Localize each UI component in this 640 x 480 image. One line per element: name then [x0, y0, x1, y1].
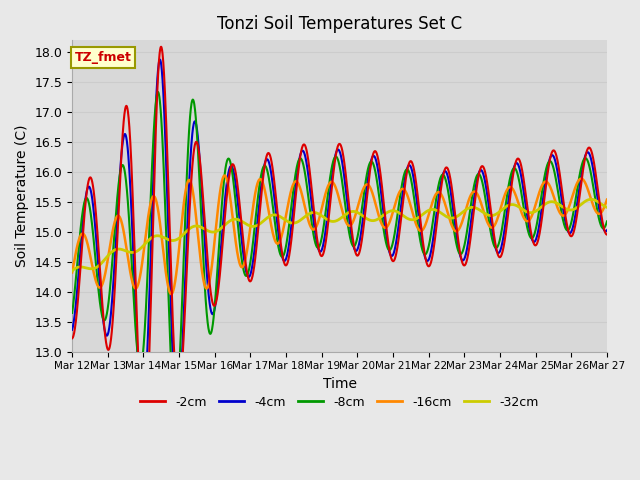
Legend: -2cm, -4cm, -8cm, -16cm, -32cm: -2cm, -4cm, -8cm, -16cm, -32cm	[135, 391, 544, 414]
X-axis label: Time: Time	[323, 377, 356, 391]
Text: TZ_fmet: TZ_fmet	[75, 51, 132, 64]
Y-axis label: Soil Temperature (C): Soil Temperature (C)	[15, 125, 29, 267]
Title: Tonzi Soil Temperatures Set C: Tonzi Soil Temperatures Set C	[217, 15, 462, 33]
